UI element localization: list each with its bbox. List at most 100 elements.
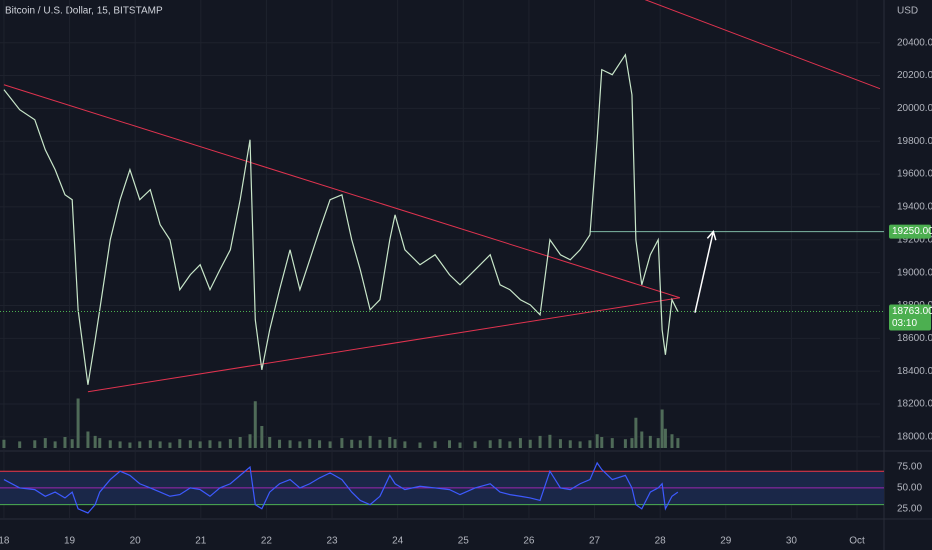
volume-bar — [663, 428, 667, 448]
volume-bar — [623, 439, 627, 448]
volume-bar — [508, 441, 512, 448]
volume-bar — [600, 437, 604, 448]
x-tick-label: 24 — [392, 536, 404, 547]
volume-bar — [433, 441, 437, 448]
y-tick-label: 19400.00 — [897, 202, 932, 213]
trendline — [87, 297, 680, 393]
volume-bar — [648, 435, 652, 448]
volume-bar — [660, 409, 664, 448]
volume-bar — [248, 434, 252, 448]
x-tick-label: 27 — [589, 536, 601, 547]
volume-bar — [93, 435, 97, 448]
volume-bar — [253, 401, 257, 448]
y-tick-label: 18400.00 — [897, 366, 932, 377]
x-tick-label: 21 — [195, 536, 207, 547]
volume-bar — [318, 440, 322, 448]
chart-title: Bitcoin / U.S. Dollar, 15, BITSTAMP — [5, 6, 163, 17]
y-tick-label: 18000.00 — [897, 432, 932, 443]
volume-bar — [268, 437, 272, 448]
volume-bar — [538, 435, 542, 448]
volume-bar — [448, 440, 452, 448]
volume-bar — [368, 435, 372, 448]
volume-bar — [43, 438, 47, 448]
x-tick-label: 22 — [261, 536, 273, 547]
volume-bar — [403, 441, 407, 448]
arrow-head — [706, 230, 717, 241]
rsi-tick-label: 25.00 — [897, 503, 922, 514]
y-tick-label: 20400.00 — [897, 37, 932, 48]
arrow — [694, 231, 715, 313]
volume-bar — [378, 439, 382, 448]
volume-bar — [278, 439, 282, 448]
volume-bar — [238, 437, 242, 448]
rsi-tick-label: 75.00 — [897, 462, 922, 473]
volume-bar — [308, 439, 312, 448]
volume-bar — [33, 440, 37, 448]
volume-bar — [298, 441, 302, 448]
volume-bar — [158, 441, 162, 448]
level-label: 19250.00 — [892, 226, 932, 237]
volume-bar — [388, 437, 392, 448]
volume-bar — [588, 440, 592, 448]
volume-bar — [198, 441, 202, 448]
volume-bar — [518, 438, 522, 448]
x-tick-label: 28 — [655, 536, 667, 547]
countdown: 03:10 — [892, 318, 917, 329]
volume-bar — [640, 431, 644, 448]
x-tick-label: 18 — [0, 536, 10, 547]
axis-unit: USD — [897, 6, 918, 17]
x-tick-label: 19 — [64, 536, 76, 547]
y-tick-label: 18600.00 — [897, 333, 932, 344]
volume-bar — [488, 440, 492, 448]
last-price-label: 18763.00 — [892, 306, 932, 317]
volume-bar — [218, 441, 222, 448]
volume-bar — [498, 439, 502, 448]
x-tick-label: 30 — [786, 536, 798, 547]
volume-bar — [676, 438, 680, 448]
volume-bar — [473, 441, 477, 448]
price-line — [3, 53, 679, 385]
volume-bar — [634, 417, 638, 448]
y-tick-label: 19200.00 — [897, 234, 932, 245]
volume-bar — [548, 434, 552, 448]
volume-bar — [340, 438, 344, 448]
volume-bar — [18, 441, 22, 448]
volume-bar — [393, 439, 397, 448]
y-tick-label: 20000.00 — [897, 103, 932, 114]
volume-bar — [595, 434, 599, 448]
x-tick-label: Oct — [849, 536, 865, 547]
x-tick-label: 25 — [458, 536, 470, 547]
volume-bar — [86, 431, 90, 448]
volume-bar — [128, 442, 132, 448]
y-tick-label: 18200.00 — [897, 399, 932, 410]
volume-bar — [418, 442, 422, 448]
volume-bar — [568, 440, 572, 448]
volume-bar — [138, 441, 142, 448]
volume-bar — [98, 438, 102, 448]
volume-bar — [188, 440, 192, 448]
x-tick-label: 23 — [326, 536, 338, 547]
volume-bar — [288, 440, 292, 448]
volume-bar — [528, 439, 532, 448]
volume-bar — [630, 438, 634, 448]
volume-bar — [558, 439, 562, 448]
price-line — [3, 461, 679, 514]
level-label-box — [889, 224, 931, 239]
last-price-box — [889, 304, 931, 331]
volume-bar — [656, 438, 660, 448]
volume-bar — [610, 438, 614, 448]
volume-bar — [118, 441, 122, 448]
volume-bar — [76, 398, 80, 448]
volume-bar — [63, 437, 67, 448]
x-tick-label: 29 — [720, 536, 732, 547]
volume-bar — [168, 442, 172, 448]
volume-bar — [358, 440, 362, 448]
volume-bar — [53, 441, 57, 448]
volume-bar — [458, 442, 462, 448]
y-tick-label: 19600.00 — [897, 169, 932, 180]
volume-bar — [108, 440, 112, 448]
rsi-tick-label: 50.00 — [897, 483, 922, 494]
volume-bar — [208, 440, 212, 448]
